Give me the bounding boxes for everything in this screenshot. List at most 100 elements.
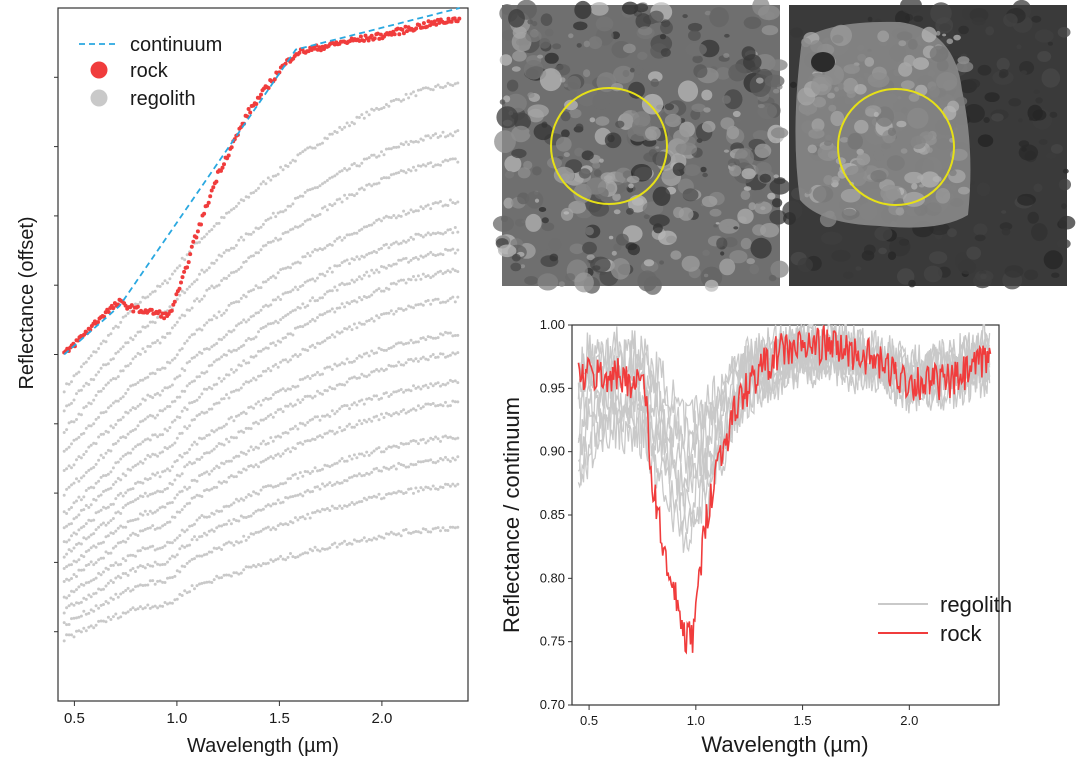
regolith-dot — [281, 168, 285, 172]
rock-dot — [208, 194, 213, 199]
regolith-dot — [446, 159, 450, 163]
texture-blob — [912, 57, 930, 70]
regolith-dot — [340, 481, 344, 485]
regolith-dot — [345, 357, 349, 361]
regolith-dot — [227, 210, 231, 214]
regolith-dot — [431, 402, 435, 405]
regolith-dot — [124, 491, 128, 495]
regolith-dot — [158, 341, 162, 345]
regolith-dot — [355, 115, 359, 119]
regolith-dot — [399, 241, 403, 245]
regolith-dot — [392, 390, 396, 394]
regolith-dot — [362, 473, 366, 477]
regolith-dot — [448, 484, 452, 488]
regolith-dot — [380, 289, 383, 293]
regolith-dot — [84, 489, 88, 492]
regolith-dot — [220, 279, 224, 283]
texture-blob — [1031, 223, 1048, 242]
regolith-dot — [276, 172, 280, 176]
regolith-dot — [180, 347, 184, 351]
regolith-dot — [394, 145, 398, 149]
regolith-dot — [308, 145, 312, 149]
regolith-dot — [153, 372, 157, 376]
regolith-dot — [357, 399, 361, 403]
regolith-dot — [380, 348, 383, 352]
regolith-dot — [350, 120, 354, 124]
rock-dot — [88, 327, 93, 332]
x-tick-label: 1.5 — [269, 710, 290, 727]
regolith-dot — [65, 633, 69, 637]
regolith-dot — [352, 453, 356, 457]
texture-blob — [595, 116, 610, 126]
regolith-dot — [340, 128, 344, 131]
regolith-dot — [426, 358, 430, 362]
texture-blob — [1017, 193, 1036, 206]
regolith-dot — [446, 331, 450, 335]
regolith-dot — [426, 299, 430, 302]
regolith-dot — [377, 446, 381, 450]
regolith-dot — [434, 336, 438, 340]
regolith-dot — [412, 275, 415, 278]
regolith-dot — [323, 508, 327, 512]
regolith-dot — [247, 336, 251, 340]
regolith-dot — [377, 346, 381, 350]
regolith-dot — [412, 341, 415, 345]
regolith-dot — [350, 501, 354, 504]
x-tick-label: 1.5 — [794, 713, 812, 728]
regolith-dot — [198, 412, 201, 416]
texture-blob — [719, 258, 736, 276]
photo-2 — [782, 0, 1076, 290]
regolith-dot — [301, 494, 305, 498]
regolith-dot — [77, 455, 81, 459]
regolith-dot — [200, 371, 204, 375]
regolith-dot — [109, 551, 113, 555]
regolith-dot — [249, 445, 253, 449]
texture-blob — [574, 272, 594, 293]
regolith-dot — [143, 477, 147, 481]
regolith-dot — [370, 184, 374, 188]
regolith-dot — [62, 526, 66, 530]
regolith-dot — [70, 602, 73, 606]
regolith-dot — [131, 553, 135, 557]
regolith-dot — [178, 474, 182, 478]
regolith-dot — [82, 362, 86, 366]
regolith-dot — [402, 257, 406, 261]
texture-blob — [1003, 13, 1018, 27]
regolith-dot — [212, 402, 216, 406]
regolith-dot — [311, 187, 315, 191]
regolith-dot — [389, 466, 393, 469]
regolith-dot — [136, 462, 140, 466]
regolith-dot — [217, 337, 221, 341]
regolith-dot — [271, 502, 275, 506]
regolith-dot — [62, 580, 66, 583]
regolith-dot — [166, 521, 169, 524]
regolith-dot — [175, 266, 179, 270]
regolith-dot — [340, 457, 344, 460]
regolith-dot — [180, 544, 184, 548]
regolith-dot — [269, 436, 273, 440]
regolith-dot — [109, 596, 113, 600]
texture-blob — [702, 172, 708, 178]
regolith-dot — [239, 411, 243, 415]
regolith-dot — [271, 274, 275, 278]
regolith-dot — [412, 384, 415, 388]
regolith-dot — [448, 459, 452, 463]
regolith-dot — [453, 251, 457, 255]
regolith-dot — [249, 494, 253, 498]
regolith-dot — [220, 215, 224, 219]
regolith-dot — [193, 461, 196, 465]
regolith-dot — [102, 603, 105, 606]
regolith-dot — [257, 286, 260, 290]
regolith-dot — [289, 450, 292, 454]
regolith-dot — [306, 512, 310, 516]
regolith-dot — [412, 256, 415, 260]
regolith-dot — [79, 508, 83, 512]
regolith-dot — [254, 491, 258, 495]
regolith-dot — [318, 342, 322, 346]
regolith-dot — [239, 497, 243, 501]
regolith-dot — [227, 274, 231, 278]
texture-blob — [704, 10, 712, 16]
regolith-dot — [266, 241, 270, 244]
regolith-dot — [323, 205, 327, 209]
regolith-dot — [190, 306, 194, 310]
